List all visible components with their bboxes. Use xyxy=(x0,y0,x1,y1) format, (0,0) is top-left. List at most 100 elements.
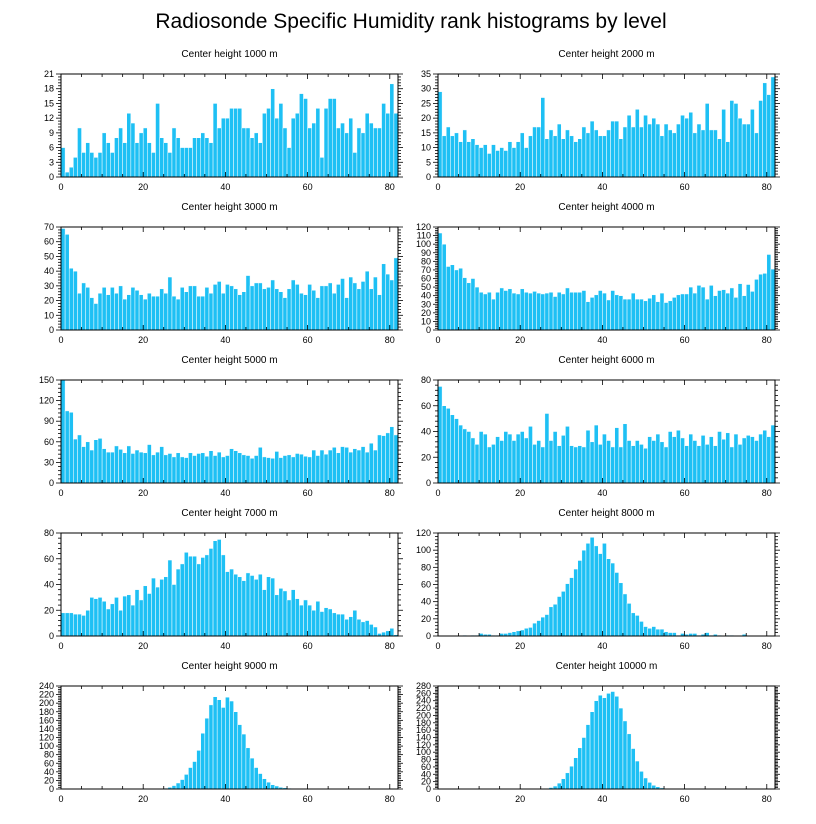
histogram-bar xyxy=(754,279,759,331)
histogram-bar xyxy=(89,152,95,178)
histogram-bar xyxy=(262,112,267,178)
histogram-bar xyxy=(573,568,578,637)
histogram-bar xyxy=(130,604,136,637)
histogram-bar xyxy=(630,612,636,637)
histogram-bar xyxy=(167,559,173,637)
histogram-bar xyxy=(134,142,140,178)
histogram-bar xyxy=(441,405,447,484)
histogram-bar xyxy=(704,444,710,484)
histogram-bar xyxy=(385,112,391,178)
histogram-bar xyxy=(639,621,644,637)
histogram-bar xyxy=(299,453,304,484)
histogram-bar xyxy=(655,628,661,637)
y-tick-label: 60 xyxy=(44,554,54,564)
panels: Center height 1000 m0 20 40 60 8003691215182… xyxy=(39,49,780,804)
histogram-bar xyxy=(647,297,652,331)
y-tick-label: 150 xyxy=(39,375,54,385)
histogram-bar xyxy=(167,276,173,331)
histogram-bar xyxy=(639,126,644,178)
y-tick-label: 30 xyxy=(44,281,54,291)
histogram-bar xyxy=(360,132,366,178)
histogram-bar xyxy=(614,696,620,790)
histogram-bar xyxy=(64,410,70,484)
y-tick-label: 60 xyxy=(421,401,431,411)
histogram-bar xyxy=(389,83,395,178)
histogram-bar xyxy=(466,141,472,178)
y-tick-label: 80 xyxy=(421,256,431,266)
histogram-bar xyxy=(101,287,107,331)
histogram-bar xyxy=(155,451,160,484)
histogram-bar xyxy=(381,631,386,637)
histogram-bar xyxy=(101,600,107,637)
histogram-bar xyxy=(274,117,280,178)
histogram-bar xyxy=(667,300,673,331)
histogram-bar xyxy=(598,694,603,790)
y-tick-label: 21 xyxy=(44,69,54,79)
histogram-bar xyxy=(713,445,718,484)
histogram-bar xyxy=(237,452,243,484)
histogram-bar xyxy=(64,612,70,637)
histogram-bar xyxy=(147,292,152,331)
histogram-bar xyxy=(389,279,395,331)
histogram-bar xyxy=(352,610,358,637)
histogram-bar xyxy=(532,291,537,331)
x-tick-label: 80 xyxy=(385,182,395,192)
histogram-bar xyxy=(204,455,210,484)
histogram-bar xyxy=(134,449,140,484)
histogram-bar xyxy=(286,288,292,331)
y-tick-label: 60 xyxy=(44,437,54,447)
histogram-bar xyxy=(348,451,354,484)
histogram-bar xyxy=(344,619,349,637)
histogram-bar xyxy=(114,445,119,484)
histogram-bar xyxy=(225,455,230,484)
y-tick-label: 120 xyxy=(39,733,54,743)
x-tick-label: 40 xyxy=(220,794,230,804)
histogram-bar xyxy=(532,622,537,637)
histogram-bar xyxy=(258,142,263,178)
histogram-bar xyxy=(81,282,86,331)
panel-title: Center height 7000 m xyxy=(181,508,277,519)
histogram-bar xyxy=(445,126,451,178)
histogram-bar xyxy=(602,292,607,331)
histogram-bar xyxy=(208,704,214,790)
histogram-bar xyxy=(192,455,197,484)
y-tick-label: 60 xyxy=(44,758,54,768)
histogram-bar xyxy=(258,447,263,484)
histogram-bar xyxy=(270,458,275,484)
histogram-bar xyxy=(360,621,366,637)
histogram-bar xyxy=(196,137,201,178)
histogram-bar xyxy=(462,129,468,178)
histogram-bar xyxy=(770,268,776,331)
histogram-bar xyxy=(212,455,218,484)
histogram-bar xyxy=(626,603,632,637)
histogram-bar xyxy=(184,552,189,637)
histogram-bar xyxy=(462,428,468,484)
histogram-bar xyxy=(241,733,247,790)
histogram-bar xyxy=(221,292,226,331)
histogram-bar xyxy=(77,292,82,331)
histogram-bar xyxy=(245,747,251,790)
histogram-bar xyxy=(216,281,222,331)
y-tick-label: 140 xyxy=(416,733,431,743)
histogram-bar xyxy=(548,291,554,331)
y-tick-label: 220 xyxy=(416,703,431,713)
histogram-bar xyxy=(635,615,640,637)
histogram-bar xyxy=(614,572,620,637)
histogram-bar xyxy=(450,414,455,484)
histogram-bar xyxy=(81,615,86,637)
histogram-bar xyxy=(266,781,271,790)
histogram-bar xyxy=(122,595,128,637)
histogram-bar xyxy=(696,285,702,331)
x-tick-label: 80 xyxy=(385,335,395,345)
histogram-bar xyxy=(700,435,706,484)
y-tick-label: 20 xyxy=(421,452,431,462)
y-tick-label: 0 xyxy=(49,478,54,488)
histogram-bar xyxy=(290,589,296,637)
histogram-bar xyxy=(672,436,677,484)
y-tick-label: 40 xyxy=(44,580,54,590)
histogram-bar xyxy=(315,108,321,178)
histogram-bar xyxy=(708,436,714,484)
histogram-bar xyxy=(643,300,648,331)
histogram-bar xyxy=(750,109,755,178)
histogram-bar xyxy=(667,431,673,484)
